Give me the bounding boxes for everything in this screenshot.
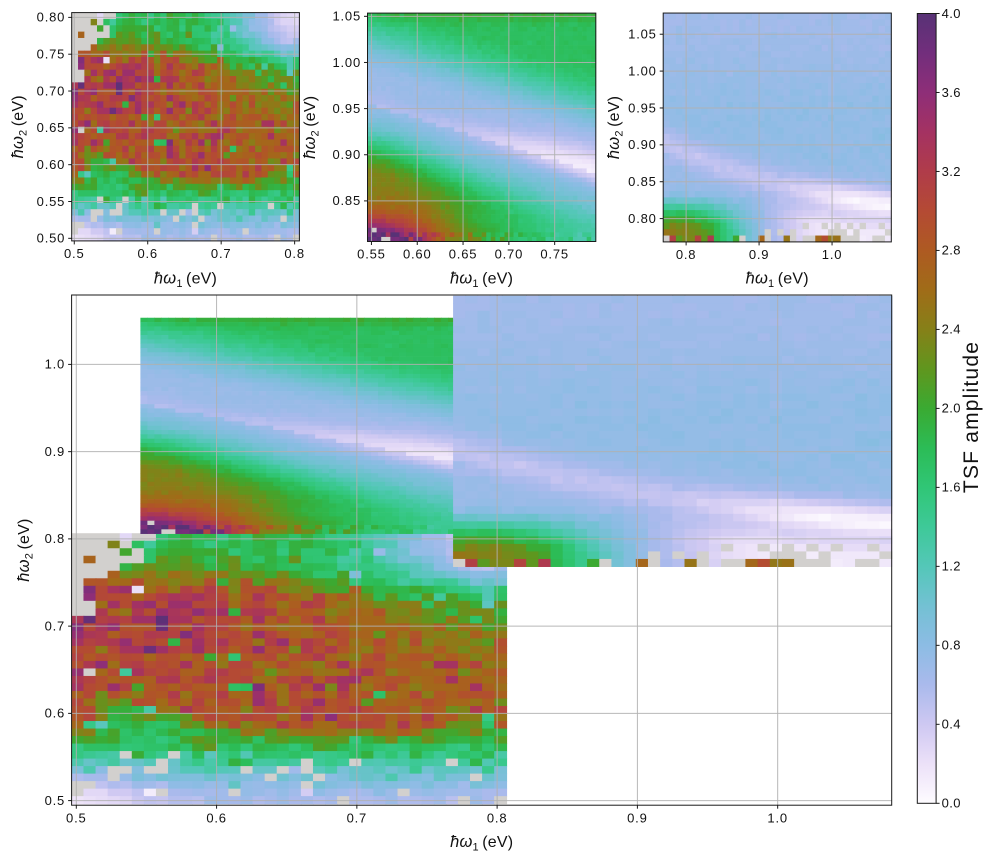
svg-text:0.0: 0.0 — [942, 796, 961, 811]
svg-text:0.6: 0.6 — [206, 810, 226, 825]
svg-text:0.50: 0.50 — [37, 231, 66, 246]
svg-text:2.0: 2.0 — [942, 401, 961, 416]
svg-text:2.4: 2.4 — [942, 322, 961, 337]
svg-text:2.8: 2.8 — [942, 243, 961, 258]
svg-text:0.9: 0.9 — [749, 247, 769, 262]
svg-text:0.75: 0.75 — [37, 47, 66, 62]
svg-text:0.75: 0.75 — [540, 247, 569, 262]
svg-text:1.0: 1.0 — [822, 247, 842, 262]
svg-text:0.90: 0.90 — [332, 147, 361, 162]
svg-text:0.80: 0.80 — [37, 10, 66, 25]
svg-text:0.8: 0.8 — [284, 246, 304, 261]
svg-text:0.5: 0.5 — [45, 793, 65, 808]
svg-text:ħω2 (eV): ħω2 (eV) — [605, 96, 626, 159]
svg-text:0.55: 0.55 — [37, 194, 66, 209]
svg-text:0.95: 0.95 — [628, 100, 657, 115]
svg-text:0.90: 0.90 — [628, 137, 657, 152]
svg-text:ħω1 (eV): ħω1 (eV) — [746, 270, 809, 291]
svg-text:0.70: 0.70 — [37, 83, 66, 98]
svg-text:0.9: 0.9 — [627, 810, 647, 825]
svg-text:0.5: 0.5 — [66, 810, 86, 825]
svg-text:1.6: 1.6 — [942, 480, 961, 495]
svg-text:1.0: 1.0 — [767, 810, 787, 825]
svg-text:0.60: 0.60 — [37, 157, 66, 172]
svg-text:0.9: 0.9 — [45, 444, 65, 459]
svg-text:1.05: 1.05 — [332, 9, 361, 24]
svg-text:0.65: 0.65 — [37, 120, 66, 135]
svg-text:0.4: 0.4 — [942, 717, 961, 732]
svg-text:0.6: 0.6 — [137, 246, 157, 261]
svg-text:0.85: 0.85 — [332, 193, 361, 208]
svg-text:0.60: 0.60 — [403, 247, 432, 262]
svg-text:0.8: 0.8 — [942, 638, 961, 653]
svg-text:0.7: 0.7 — [347, 810, 367, 825]
svg-text:0.95: 0.95 — [332, 101, 361, 116]
svg-text:0.8: 0.8 — [45, 531, 65, 546]
svg-text:0.6: 0.6 — [45, 706, 65, 721]
svg-text:0.5: 0.5 — [64, 246, 84, 261]
svg-text:3.2: 3.2 — [942, 164, 961, 179]
svg-text:0.7: 0.7 — [211, 246, 231, 261]
svg-text:0.85: 0.85 — [628, 174, 657, 189]
svg-text:ħω1 (eV): ħω1 (eV) — [450, 270, 513, 291]
svg-text:0.55: 0.55 — [357, 247, 386, 262]
svg-text:0.80: 0.80 — [628, 211, 657, 226]
svg-text:3.6: 3.6 — [942, 85, 961, 100]
svg-text:1.00: 1.00 — [332, 55, 361, 70]
svg-text:0.8: 0.8 — [676, 247, 696, 262]
svg-text:1.0: 1.0 — [45, 357, 65, 372]
svg-text:0.7: 0.7 — [45, 618, 65, 633]
svg-text:1.00: 1.00 — [628, 63, 657, 78]
svg-text:TSF amplitude: TSF amplitude — [960, 341, 983, 493]
svg-text:0.70: 0.70 — [495, 247, 524, 262]
svg-text:4.0: 4.0 — [942, 6, 961, 21]
svg-text:1.05: 1.05 — [628, 27, 657, 42]
svg-text:0.65: 0.65 — [449, 247, 478, 262]
svg-text:ħω2 (eV): ħω2 (eV) — [301, 96, 322, 159]
svg-text:ħω2 (eV): ħω2 (eV) — [9, 95, 30, 158]
svg-text:0.8: 0.8 — [487, 810, 507, 825]
svg-text:ħω1 (eV): ħω1 (eV) — [450, 833, 513, 854]
svg-text:ħω1 (eV): ħω1 (eV) — [154, 270, 217, 291]
svg-text:1.2: 1.2 — [942, 559, 961, 574]
svg-text:ħω2 (eV): ħω2 (eV) — [15, 518, 36, 581]
